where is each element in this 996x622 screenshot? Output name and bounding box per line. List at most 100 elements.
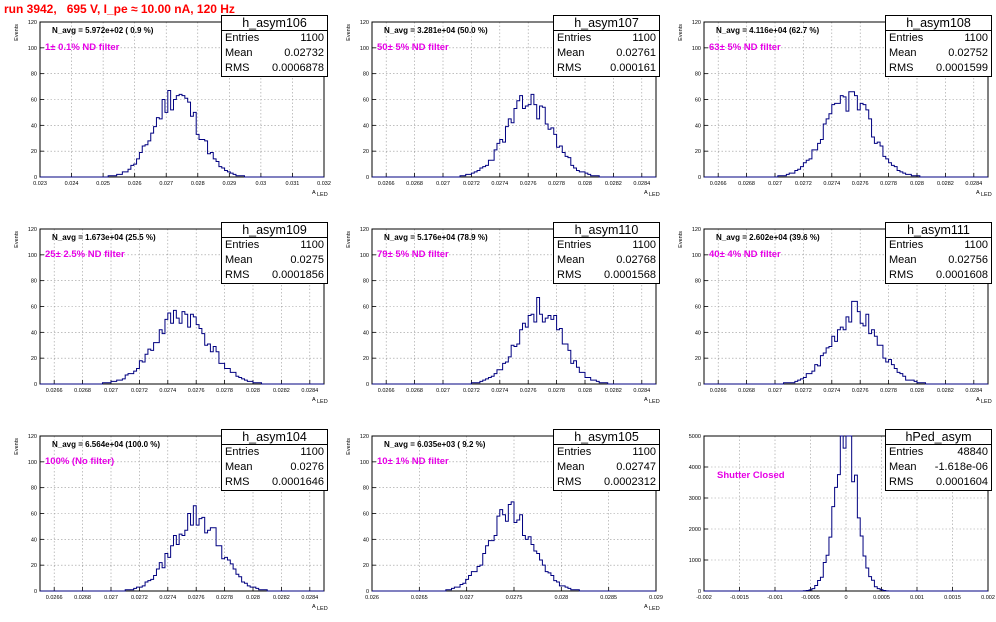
x-tick-label: 0.0278 bbox=[548, 181, 565, 187]
stats-value-rms: 0.000161 bbox=[610, 62, 656, 74]
y-axis-title: Events bbox=[346, 24, 352, 41]
navg-annotation: N_avg = 2.602e+04 (39.6 %) bbox=[716, 233, 820, 242]
x-tick-label: 0.0284 bbox=[633, 388, 650, 394]
x-tick-label: 0.028 bbox=[191, 181, 205, 187]
x-tick-label: 0.0276 bbox=[852, 181, 869, 187]
histogram-title: h_asym104 bbox=[222, 430, 327, 445]
x-tick-label: 0.0266 bbox=[46, 595, 63, 601]
y-axis-title: Events bbox=[346, 438, 352, 455]
stats-row-mean: Mean 0.0276 bbox=[222, 460, 327, 475]
y-tick-label: 0 bbox=[34, 175, 37, 181]
stats-value-mean: 0.0275 bbox=[290, 254, 324, 266]
histogram-pad-h_asym111: 0.0266 0.0268 0.027 0.0272 0.0274 0.0276 0.027… bbox=[664, 207, 996, 414]
navg-annotation: N_avg = 3.281e+04 (50.0 %) bbox=[384, 26, 488, 35]
x-tick-label: 0.0276 bbox=[188, 595, 205, 601]
stats-row-rms: RMS 0.0002312 bbox=[554, 475, 659, 490]
x-tick-label: 0.0274 bbox=[159, 595, 176, 601]
x-tick-label: 0.0015 bbox=[944, 595, 961, 601]
x-axis-title: A bbox=[644, 190, 648, 196]
histogram-series bbox=[704, 91, 988, 178]
stats-label-rms: RMS bbox=[889, 269, 914, 281]
stats-box: h_asym106 Entries 1100 Mean 0.02732 RMS 0.0006… bbox=[221, 15, 328, 77]
histogram-series bbox=[372, 296, 656, 385]
stats-label-entries: Entries bbox=[225, 239, 260, 251]
stats-value-mean: 0.02732 bbox=[284, 47, 324, 59]
y-tick-label: 40 bbox=[363, 123, 369, 129]
navg-annotation: N_avg = 4.116e+04 (62.7 %) bbox=[716, 26, 820, 35]
stats-value-rms: 0.0001568 bbox=[604, 269, 656, 281]
x-tick-label: 0.026 bbox=[365, 595, 379, 601]
x-tick-label: 0.0268 bbox=[738, 181, 755, 187]
y-tick-label: 0 bbox=[698, 175, 701, 181]
y-tick-label: 120 bbox=[692, 227, 701, 233]
stats-value-entries: 1100 bbox=[632, 446, 656, 458]
histogram-series bbox=[372, 93, 656, 178]
x-tick-label: 0.0272 bbox=[795, 388, 812, 394]
stats-label-entries: Entries bbox=[225, 446, 260, 458]
histogram-pad-h_asym110: 0.0266 0.0268 0.027 0.0272 0.0274 0.0276 0.027… bbox=[332, 207, 664, 414]
histogram-pad-hPed_asym: -0.002 -0.0015 -0.001 -0.0005 0 0.0005 0.001 0.… bbox=[664, 414, 996, 621]
stats-box: h_asym111 Entries 1100 Mean 0.02756 RMS 0.0001… bbox=[885, 222, 992, 284]
stats-label-mean: Mean bbox=[557, 254, 585, 266]
y-tick-label: 20 bbox=[31, 563, 37, 569]
x-tick-label: 0.0278 bbox=[216, 595, 233, 601]
x-tick-label: 0.0282 bbox=[605, 388, 622, 394]
y-tick-label: 120 bbox=[28, 20, 37, 26]
stats-value-mean: 0.02756 bbox=[948, 254, 988, 266]
filter-annotation: 50± 5% ND filter bbox=[377, 42, 449, 53]
stats-value-entries: 1100 bbox=[964, 239, 988, 251]
filter-annotation: 100% (No filter) bbox=[45, 456, 115, 467]
x-tick-label: 0.028 bbox=[554, 595, 568, 601]
y-axis-title: Events bbox=[14, 231, 20, 248]
x-tick-label: 0.028 bbox=[246, 595, 260, 601]
stats-value-entries: 1100 bbox=[300, 239, 324, 251]
x-tick-label: 0.0266 bbox=[710, 388, 727, 394]
histogram-series bbox=[40, 505, 324, 592]
x-tick-label: 0.0275 bbox=[506, 595, 523, 601]
x-tick-label: 0.024 bbox=[65, 181, 79, 187]
stats-value-rms: 0.0006878 bbox=[272, 62, 324, 74]
y-tick-label: 80 bbox=[695, 72, 701, 78]
y-tick-label: 40 bbox=[31, 123, 37, 129]
x-tick-label: 0.027 bbox=[104, 388, 118, 394]
x-tick-label: 0.0272 bbox=[463, 388, 480, 394]
stats-label-entries: Entries bbox=[225, 32, 260, 44]
x-tick-label: 0.0282 bbox=[273, 595, 290, 601]
y-tick-label: 120 bbox=[360, 227, 369, 233]
stats-value-entries: 48840 bbox=[957, 446, 988, 458]
stats-value-rms: 0.0001599 bbox=[936, 62, 988, 74]
stats-row-rms: RMS 0.0001608 bbox=[886, 268, 991, 283]
stats-value-mean: 0.02761 bbox=[616, 47, 656, 59]
stats-label-mean: Mean bbox=[557, 461, 585, 473]
y-tick-label: 100 bbox=[28, 460, 37, 466]
x-tick-label: 0.027 bbox=[159, 181, 173, 187]
stats-label-rms: RMS bbox=[889, 62, 914, 74]
stats-label-rms: RMS bbox=[557, 62, 582, 74]
stats-label-mean: Mean bbox=[225, 461, 253, 473]
y-tick-label: 20 bbox=[695, 149, 701, 155]
histogram-pad-h_asym107: 0.0266 0.0268 0.027 0.0272 0.0274 0.0276 0.027… bbox=[332, 0, 664, 207]
histogram-series bbox=[372, 501, 656, 592]
x-tick-label: 0.023 bbox=[33, 181, 47, 187]
x-axis-title: A bbox=[312, 604, 316, 610]
x-tick-label: 0.0284 bbox=[633, 181, 650, 187]
y-axis-title: Events bbox=[14, 24, 20, 41]
stats-box: h_asym104 Entries 1100 Mean 0.0276 RMS 0.00016… bbox=[221, 429, 328, 491]
x-tick-label: 0.0268 bbox=[406, 388, 423, 394]
stats-label-entries: Entries bbox=[557, 239, 592, 251]
stats-label-mean: Mean bbox=[557, 47, 585, 59]
histogram-pad-h_asym104: 0.0266 0.0268 0.027 0.0272 0.0274 0.0276 0.027… bbox=[0, 414, 332, 621]
x-tick-label: -0.0005 bbox=[801, 595, 820, 601]
x-tick-label: 0.0274 bbox=[491, 388, 508, 394]
y-axis-title: Events bbox=[346, 231, 352, 248]
x-tick-label: 0.0274 bbox=[823, 181, 840, 187]
stats-row-entries: Entries 1100 bbox=[554, 238, 659, 253]
y-tick-label: 0 bbox=[366, 382, 369, 388]
filter-annotation: 25± 2.5% ND filter bbox=[45, 249, 125, 260]
x-tick-label: 0.027 bbox=[436, 388, 450, 394]
filter-annotation: 40± 4% ND filter bbox=[709, 249, 781, 260]
x-axis-title: A bbox=[312, 397, 316, 403]
y-tick-label: 60 bbox=[363, 305, 369, 311]
histogram-pad-h_asym106: 0.023 0.024 0.025 0.026 0.027 0.028 0.029 0.03 0… bbox=[0, 0, 332, 207]
x-tick-label: 0.0285 bbox=[600, 595, 617, 601]
